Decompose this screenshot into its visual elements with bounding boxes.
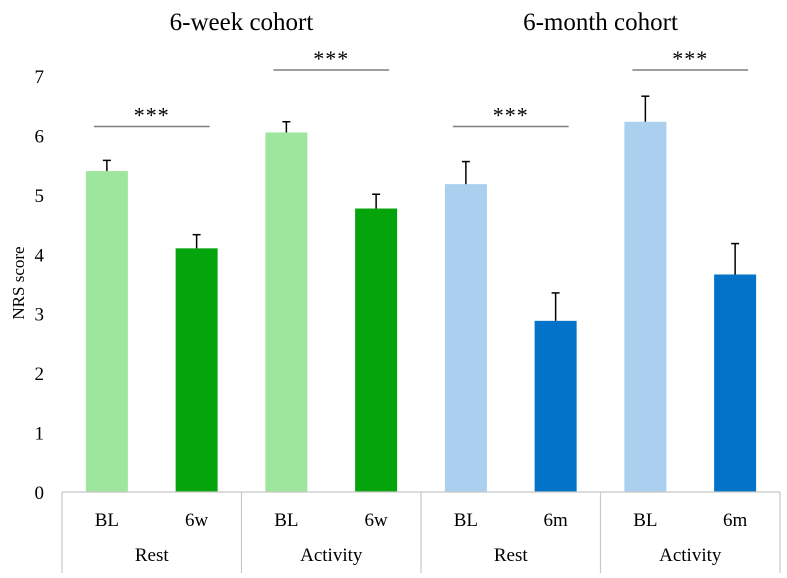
cohort-title: 6-month cohort: [523, 9, 678, 36]
group-label: Activity: [659, 545, 722, 566]
cohort-titles: 6-week cohort 6-month cohort: [170, 9, 678, 36]
cohort-title: 6-week cohort: [170, 9, 314, 36]
category-label: 6m: [723, 510, 748, 531]
bars: [85, 121, 757, 493]
category-label: BL: [95, 510, 119, 531]
significance-label: ***: [493, 103, 529, 128]
group-label: Activity: [300, 545, 363, 566]
bar: [534, 320, 577, 492]
significance-label: ***: [672, 46, 708, 71]
category-label: 6w: [365, 510, 389, 531]
y-tick-label: 1: [35, 424, 45, 445]
y-axis: 0 1 2 3 4 5 6 7: [35, 67, 45, 504]
y-axis-label: NRS score: [9, 246, 28, 319]
bar: [85, 171, 128, 493]
y-tick-label: 2: [35, 364, 45, 385]
bar: [444, 184, 487, 492]
category-label: BL: [454, 510, 478, 531]
category-label: 6w: [185, 510, 209, 531]
category-label: BL: [274, 510, 298, 531]
y-tick-label: 5: [35, 186, 45, 207]
significance-label: ***: [313, 46, 349, 71]
group-label: Rest: [135, 545, 170, 566]
y-tick-label: 0: [35, 483, 45, 504]
category-label: 6m: [543, 510, 568, 531]
y-tick-label: 4: [35, 245, 45, 266]
category-label: BL: [633, 510, 657, 531]
bar: [175, 248, 218, 492]
y-tick-label: 7: [35, 67, 45, 88]
error-bars: [102, 95, 740, 321]
bar: [265, 132, 308, 492]
x-axis: BL 6w BL 6w BL 6m BL 6m Rest Activity Rest Activity: [61, 491, 781, 573]
group-label: Rest: [494, 545, 529, 566]
y-tick-label: 6: [35, 126, 45, 147]
bar: [714, 274, 757, 492]
y-tick-label: 3: [35, 305, 45, 326]
bar: [355, 208, 398, 493]
bar: [624, 121, 667, 492]
significance-label: ***: [134, 103, 170, 128]
significance-annotations: *** *** *** ***: [93, 46, 749, 128]
